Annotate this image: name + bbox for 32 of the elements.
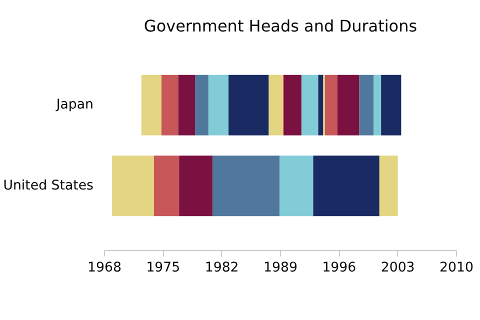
- y-tick-label: Japan: [55, 98, 94, 113]
- bar: [284, 74, 302, 136]
- bar: [301, 74, 318, 136]
- chart-title: Government Heads and Durations: [144, 16, 418, 36]
- bar: [313, 156, 380, 216]
- bar: [359, 74, 374, 136]
- bar: [212, 156, 280, 216]
- x-tick-label: 2003: [380, 260, 415, 276]
- bar: [337, 74, 360, 136]
- bar: [228, 74, 269, 136]
- bar: [208, 74, 229, 136]
- x-tick-label: 2010: [440, 260, 474, 276]
- x-tick-label: 1968: [88, 260, 122, 276]
- bar: [141, 74, 162, 136]
- x-tick-label: 1996: [322, 260, 356, 276]
- bar: [154, 156, 180, 216]
- bar: [379, 156, 398, 216]
- x-tick-label: 1975: [146, 260, 180, 276]
- bar: [318, 74, 324, 136]
- bar: [324, 74, 338, 136]
- x-tick-label: 1982: [204, 260, 239, 276]
- bar: [280, 156, 314, 216]
- bar: [195, 74, 208, 136]
- bar: [178, 74, 196, 136]
- x-tick-label: 1989: [264, 260, 298, 276]
- y-tick-label: United States: [3, 178, 94, 194]
- bar: [161, 74, 178, 136]
- bar: [179, 156, 213, 216]
- bar: [381, 74, 402, 136]
- bar: [374, 74, 382, 136]
- bar: [112, 156, 154, 216]
- bar: [268, 74, 284, 136]
